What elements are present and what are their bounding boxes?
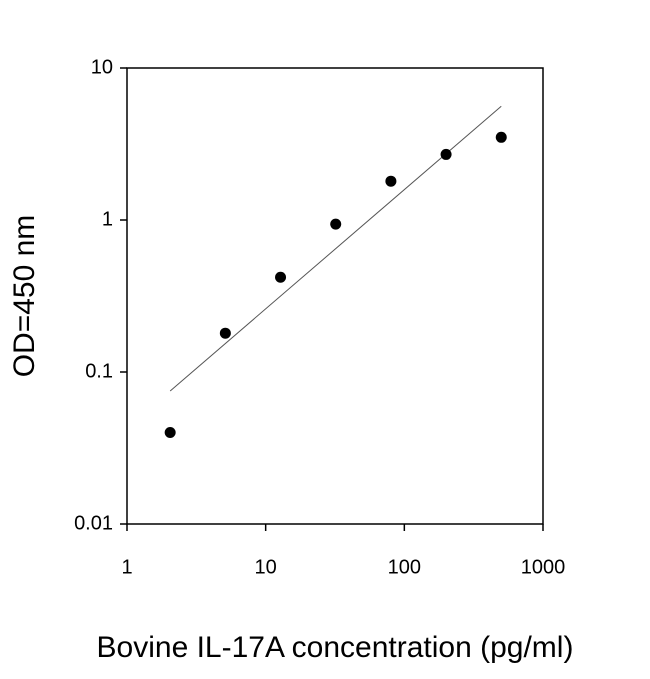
data-point bbox=[275, 271, 287, 283]
data-point bbox=[385, 175, 397, 187]
x-tick-label: 10 bbox=[255, 556, 277, 578]
x-tick-label: 100 bbox=[388, 556, 421, 578]
y-axis-label: OD=450 nm bbox=[8, 215, 41, 378]
x-tick-label: 1 bbox=[121, 556, 132, 578]
x-axis-label: Bovine IL-17A concentration (pg/ml) bbox=[97, 631, 574, 664]
x-tick-label: 1000 bbox=[521, 556, 566, 578]
y-tick-label: 0.1 bbox=[85, 360, 113, 382]
data-point bbox=[330, 218, 342, 230]
y-tick-label: 1 bbox=[102, 208, 113, 230]
plot-frame bbox=[126, 67, 544, 525]
y-tick-label: 0.01 bbox=[74, 512, 113, 534]
data-point bbox=[219, 327, 231, 339]
data-point bbox=[164, 426, 176, 438]
data-point bbox=[495, 131, 507, 143]
y-tick-label: 10 bbox=[91, 56, 113, 78]
data-point bbox=[440, 148, 452, 160]
trend-line bbox=[169, 105, 502, 392]
